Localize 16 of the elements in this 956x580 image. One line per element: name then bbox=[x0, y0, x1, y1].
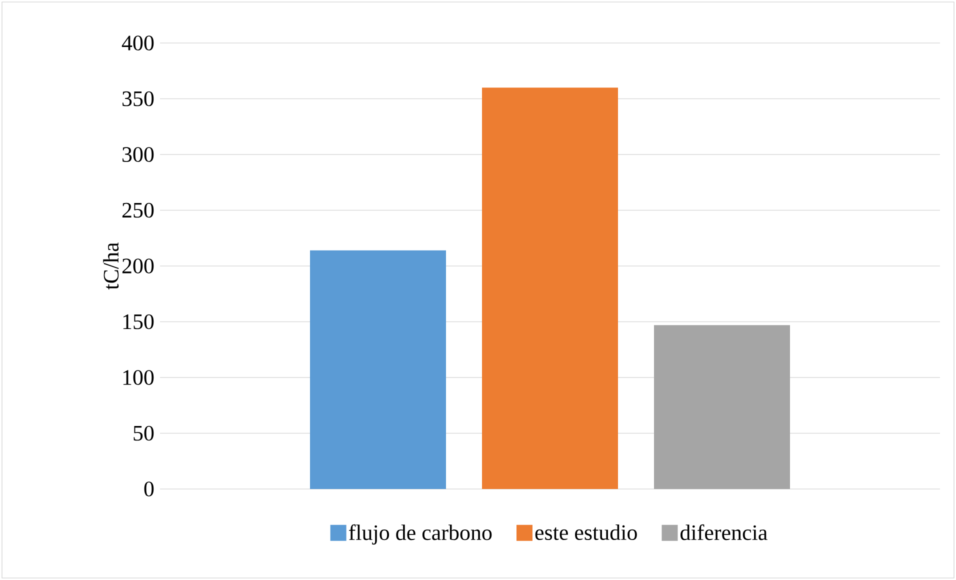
bar bbox=[310, 250, 446, 489]
y-tick-label: 0 bbox=[144, 482, 154, 496]
y-tick-label: 50 bbox=[134, 426, 154, 441]
y-tick-label: 200 bbox=[122, 258, 154, 274]
y-tick-label: 350 bbox=[122, 91, 154, 106]
y-tick-label: 150 bbox=[123, 314, 154, 330]
legend-label: flujo de carbono bbox=[348, 524, 492, 545]
legend-label: diferencia bbox=[680, 524, 768, 540]
y-tick-label: 100 bbox=[123, 370, 154, 385]
y-tick-label: 300 bbox=[122, 147, 154, 162]
bar bbox=[654, 325, 790, 489]
y-tick-label: 400 bbox=[122, 36, 154, 50]
y-tick-label: 250 bbox=[122, 202, 154, 218]
bar bbox=[482, 88, 618, 489]
y-axis-title: tC/ha bbox=[103, 242, 119, 290]
legend-label: este estudio bbox=[535, 524, 637, 540]
